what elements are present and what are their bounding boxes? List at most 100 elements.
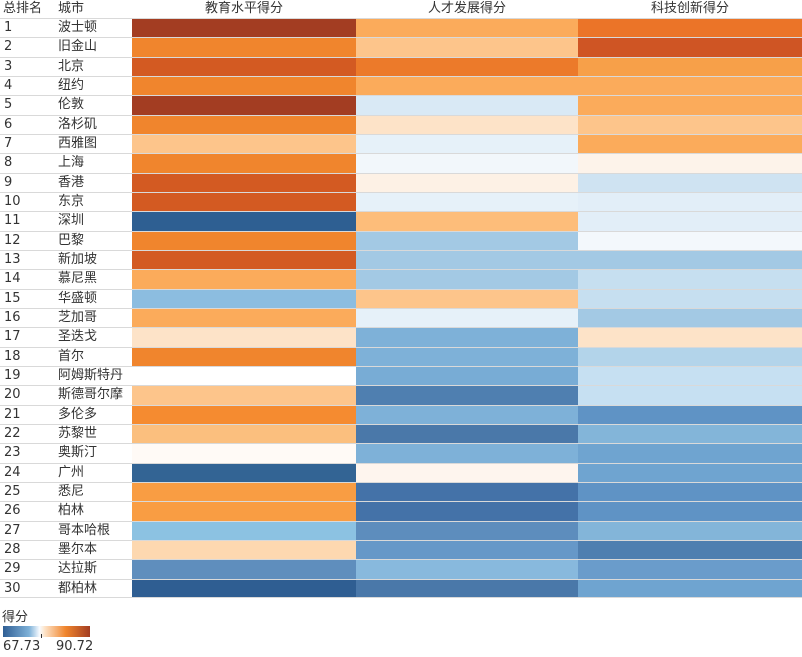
heat-cell-innovation: [578, 289, 802, 308]
heat-cell-education: [132, 424, 356, 444]
table-row: 2 旧金山: [0, 37, 802, 57]
heat-cell-education: [132, 328, 356, 347]
city-label: 纽约: [58, 77, 85, 93]
rank-label: 4: [4, 77, 13, 93]
table-row: 14 慕尼黑: [0, 269, 802, 289]
heat-cell-innovation: [578, 308, 802, 328]
rank-label: 2: [4, 39, 13, 55]
table-row: 27 哥本哈根: [0, 520, 802, 540]
city-label: 巴黎: [58, 232, 85, 248]
header-city: 城市: [58, 1, 85, 16]
city-label: 洛杉矶: [58, 116, 98, 132]
city-label: 多伦多: [58, 406, 98, 422]
heat-cell-education: [132, 386, 356, 405]
table-row: 18 首尔: [0, 346, 802, 366]
heat-cell-innovation: [578, 57, 802, 76]
heat-cell-talent: [356, 308, 578, 328]
heat-cell-education: [132, 405, 356, 424]
heat-cell-education: [132, 76, 356, 96]
city-label: 阿姆斯特丹: [58, 367, 124, 383]
heat-cell-education: [132, 250, 356, 270]
heat-cell-talent: [356, 424, 578, 444]
city-label: 都柏林: [58, 580, 98, 596]
heat-cell-education: [132, 270, 356, 289]
heat-cell-innovation: [578, 386, 802, 405]
heat-cell-education: [132, 579, 356, 597]
heat-cell-education: [132, 502, 356, 521]
heat-cell-education: [132, 173, 356, 192]
legend-min: 67.73: [3, 639, 41, 654]
heat-cell-innovation: [578, 560, 802, 579]
heat-cell-education: [132, 521, 356, 540]
heat-cell-education: [132, 289, 356, 308]
table-row: 28 墨尔本: [0, 539, 802, 560]
heat-cell-talent: [356, 38, 578, 57]
legend-color-bar: [3, 626, 90, 637]
heat-cell-talent: [356, 347, 578, 366]
heat-cell-education: [132, 115, 356, 134]
rank-label: 5: [4, 97, 13, 113]
heat-cell-talent: [356, 482, 578, 502]
heat-cell-talent: [356, 289, 578, 308]
city-label: 东京: [58, 193, 85, 209]
heat-cell-talent: [356, 192, 578, 212]
table-row: 25 悉尼: [0, 481, 802, 502]
heat-cell-education: [132, 134, 356, 154]
city-label: 旧金山: [58, 39, 98, 55]
table-row: 4 纽约: [0, 75, 802, 96]
heat-cell-innovation: [578, 540, 802, 560]
heat-cell-innovation: [578, 19, 802, 38]
city-label: 芝加哥: [58, 309, 98, 325]
rank-label: 28: [4, 541, 21, 557]
heat-cell-talent: [356, 19, 578, 38]
heat-cell-innovation: [578, 482, 802, 502]
heat-cell-talent: [356, 579, 578, 597]
city-label: 哥本哈根: [58, 522, 111, 538]
rank-label: 19: [4, 367, 21, 383]
city-label: 深圳: [58, 213, 85, 229]
heat-cell-talent: [356, 540, 578, 560]
heat-cell-talent: [356, 76, 578, 96]
heat-cell-education: [132, 366, 356, 386]
heat-cell-education: [132, 347, 356, 366]
heat-cell-education: [132, 192, 356, 212]
heat-cell-innovation: [578, 115, 802, 134]
rank-label: 3: [4, 58, 13, 74]
heat-cell-innovation: [578, 328, 802, 347]
table-row: 11 深圳: [0, 211, 802, 231]
legend-max: 90.72: [56, 639, 94, 654]
city-label: 达拉斯: [58, 561, 98, 577]
heat-cell-talent: [356, 212, 578, 231]
heat-cell-innovation: [578, 579, 802, 597]
heat-cell-talent: [356, 521, 578, 540]
rank-label: 18: [4, 348, 21, 364]
heat-cell-education: [132, 212, 356, 231]
city-label: 华盛顿: [58, 290, 98, 306]
heat-cell-talent: [356, 96, 578, 115]
rank-label: 12: [4, 232, 21, 248]
heat-cell-talent: [356, 560, 578, 579]
table-body: 1 波士顿 2 旧金山 3 北京 4 纽约 5 伦敦 6 洛杉矶 7 西雅图 8 上海 9 香港 10 东京 11 深圳 1…: [0, 18, 802, 598]
legend-title: 得分: [2, 610, 29, 625]
rank-label: 29: [4, 561, 21, 577]
table-row: 9 香港: [0, 172, 802, 192]
city-label: 广州: [58, 464, 85, 480]
heat-cell-education: [132, 444, 356, 463]
table-row: 22 苏黎世: [0, 423, 802, 444]
heat-cell-innovation: [578, 134, 802, 154]
rank-label: 9: [4, 174, 13, 190]
rank-label: 24: [4, 464, 21, 480]
heat-cell-innovation: [578, 96, 802, 115]
heat-cell-innovation: [578, 250, 802, 270]
heat-cell-innovation: [578, 192, 802, 212]
rank-label: 1: [4, 20, 13, 35]
rank-label: 30: [4, 580, 21, 596]
table-row: 15 华盛顿: [0, 288, 802, 308]
city-label: 柏林: [58, 503, 85, 519]
city-label: 波士顿: [58, 20, 98, 35]
heat-cell-innovation: [578, 231, 802, 250]
rank-label: 8: [4, 155, 13, 171]
table-row: 21 多伦多: [0, 404, 802, 424]
heat-cell-innovation: [578, 405, 802, 424]
